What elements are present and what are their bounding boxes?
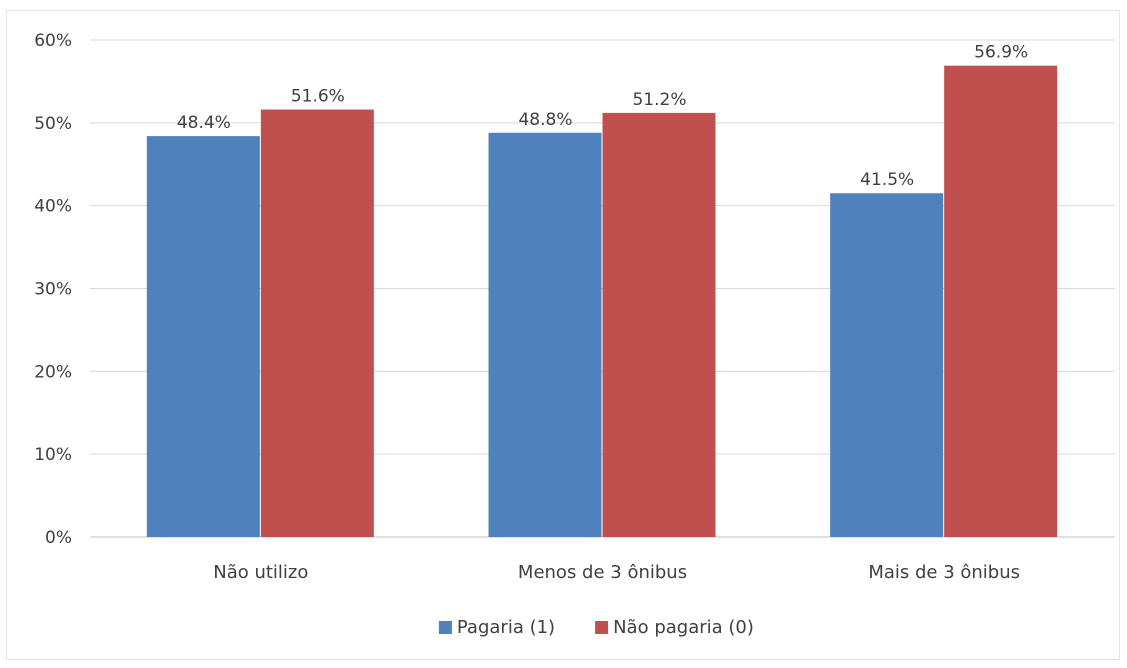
data-labels: 48.4% 51.6% 48.8% 51.2% 41.5% 56.9% — [177, 43, 1028, 191]
y-axis-ticks: 0% 10% 20% 30% 40% 50% 60% — [34, 31, 72, 548]
y-tick-label: 20% — [34, 362, 72, 382]
data-label: 56.9% — [974, 43, 1028, 63]
legend: Pagaria (1) Não pagaria (0) — [438, 617, 754, 638]
data-label: 41.5% — [860, 170, 914, 190]
x-category-label: Não utilizo — [213, 562, 308, 583]
data-label: 51.6% — [291, 87, 345, 107]
x-category-label: Mais de 3 ônibus — [868, 562, 1020, 583]
data-label: 51.2% — [632, 90, 686, 110]
bar — [146, 136, 260, 537]
y-tick-label: 50% — [34, 114, 72, 134]
data-label: 48.8% — [518, 110, 572, 130]
legend-swatch — [438, 621, 452, 634]
y-tick-label: 40% — [34, 197, 72, 217]
bar — [260, 109, 374, 537]
y-tick-label: 30% — [34, 280, 72, 300]
bar — [488, 132, 602, 538]
y-tick-label: 60% — [34, 31, 72, 51]
x-category-label: Menos de 3 ônibus — [518, 562, 687, 583]
legend-label: Pagaria (1) — [457, 617, 555, 638]
legend-swatch — [595, 621, 609, 634]
bars — [146, 65, 1058, 538]
y-tick-label: 0% — [45, 528, 72, 548]
data-label: 48.4% — [177, 113, 231, 133]
legend-label: Não pagaria (0) — [613, 617, 754, 638]
bar — [830, 193, 944, 537]
y-tick-label: 10% — [34, 445, 72, 465]
x-axis-categories: Não utilizo Menos de 3 ônibus Mais de 3 ôn… — [213, 562, 1020, 583]
bar — [602, 112, 716, 537]
bar — [944, 65, 1058, 537]
